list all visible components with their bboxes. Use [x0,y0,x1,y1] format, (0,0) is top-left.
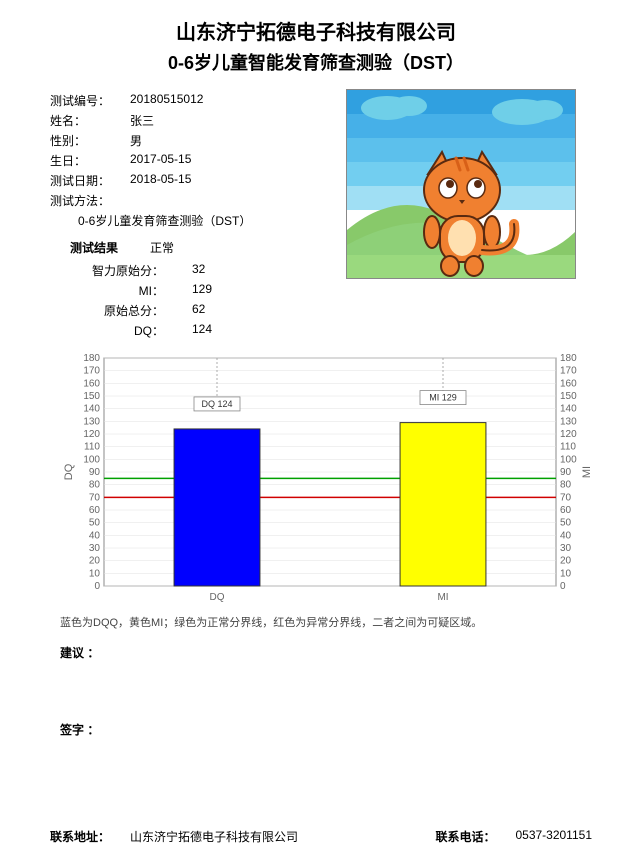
svg-text:30: 30 [560,543,572,554]
svg-text:170: 170 [560,366,577,377]
svg-text:DQ: DQ [210,592,225,603]
svg-text:110: 110 [84,442,100,453]
svg-text:140: 140 [83,404,100,415]
svg-text:90: 90 [89,467,101,478]
svg-text:110: 110 [560,442,576,453]
svg-text:80: 80 [560,480,572,491]
patient-info-block: 测试编号：20180515012 姓名：张三 性别：男 生日：2017-05-1… [30,89,320,342]
svg-text:120: 120 [560,429,577,440]
label-method: 测试方法： [50,192,130,209]
label-test-id: 测试编号： [50,92,130,109]
svg-text:160: 160 [83,378,100,389]
company-title: 山东济宁拓德电子科技有限公司 [30,16,602,45]
svg-text:130: 130 [83,416,100,427]
svg-text:160: 160 [560,378,577,389]
footer-tel-label: 联系电话： [435,828,495,845]
label-raw-total: 原始总分： [82,302,192,319]
value-gender: 男 [130,132,142,149]
svg-text:90: 90 [560,467,572,478]
svg-text:130: 130 [560,416,577,427]
svg-text:150: 150 [83,391,100,402]
chart-legend-note: 蓝色为DQQ，黄色MI；绿色为正常分界线，红色为异常分界线，二者之间为可疑区域。 [60,614,602,630]
footer-addr: 山东济宁拓德电子科技有限公司 [130,828,298,845]
svg-text:100: 100 [560,454,577,465]
scores-block: 智力原始分：32 MI：129 原始总分：62 DQ：124 [50,262,320,339]
svg-text:180: 180 [83,353,100,364]
svg-text:10: 10 [560,568,572,579]
svg-text:50: 50 [560,518,572,529]
svg-text:30: 30 [89,543,101,554]
svg-text:180: 180 [560,353,577,364]
svg-text:20: 20 [560,556,572,567]
value-dq: 124 [192,322,212,339]
svg-text:0: 0 [94,581,100,592]
cartoon-image [346,89,576,279]
advice-label: 建议 ： [60,644,602,661]
svg-text:50: 50 [89,518,101,529]
label-test-date: 测试日期： [50,172,130,189]
svg-text:10: 10 [89,568,101,579]
label-result: 测试结果 [70,239,150,256]
label-mi: MI： [82,282,192,299]
label-birth: 生日： [50,152,130,169]
footer: 联系地址： 山东济宁拓德电子科技有限公司 联系电话： 0537-3201151 [0,828,632,845]
svg-text:60: 60 [560,505,572,516]
svg-text:70: 70 [560,492,572,503]
svg-text:40: 40 [560,530,572,541]
label-gender: 性别： [50,132,130,149]
value-raw-total: 62 [192,302,205,319]
label-zhili-raw: 智力原始分： [82,262,192,279]
svg-text:MI 129: MI 129 [429,393,457,403]
value-result: 正常 [150,239,174,256]
value-method: 0-6岁儿童发育筛查测验（DST） [78,212,320,229]
svg-text:DQ: DQ [63,463,75,480]
svg-text:0: 0 [560,581,566,592]
footer-addr-label: 联系地址： [50,828,110,845]
value-test-id: 20180515012 [130,92,203,109]
label-name: 姓名： [50,112,130,129]
svg-text:80: 80 [89,480,101,491]
svg-text:120: 120 [83,429,100,440]
value-name: 张三 [130,112,154,129]
footer-tel: 0537-3201151 [515,828,592,845]
value-mi: 129 [192,282,212,299]
svg-text:DQ 124: DQ 124 [201,399,232,409]
svg-text:60: 60 [89,505,101,516]
svg-text:MI: MI [437,592,448,603]
svg-text:40: 40 [89,530,101,541]
dq-mi-bar-chart: 0010102020303040405050606070708080909010… [60,350,600,610]
svg-text:150: 150 [560,391,577,402]
svg-text:70: 70 [89,492,101,503]
value-zhili-raw: 32 [192,262,205,279]
sign-label: 签字 ： [60,721,602,738]
svg-text:MI: MI [581,466,593,478]
svg-text:140: 140 [560,404,577,415]
value-test-date: 2018-05-15 [130,172,191,189]
svg-text:170: 170 [83,366,100,377]
value-birth: 2017-05-15 [130,152,191,169]
svg-text:20: 20 [89,556,101,567]
report-subtitle: 0-6岁儿童智能发育筛查测验（DST） [30,49,602,75]
label-dq: DQ： [82,322,192,339]
svg-text:100: 100 [83,454,100,465]
